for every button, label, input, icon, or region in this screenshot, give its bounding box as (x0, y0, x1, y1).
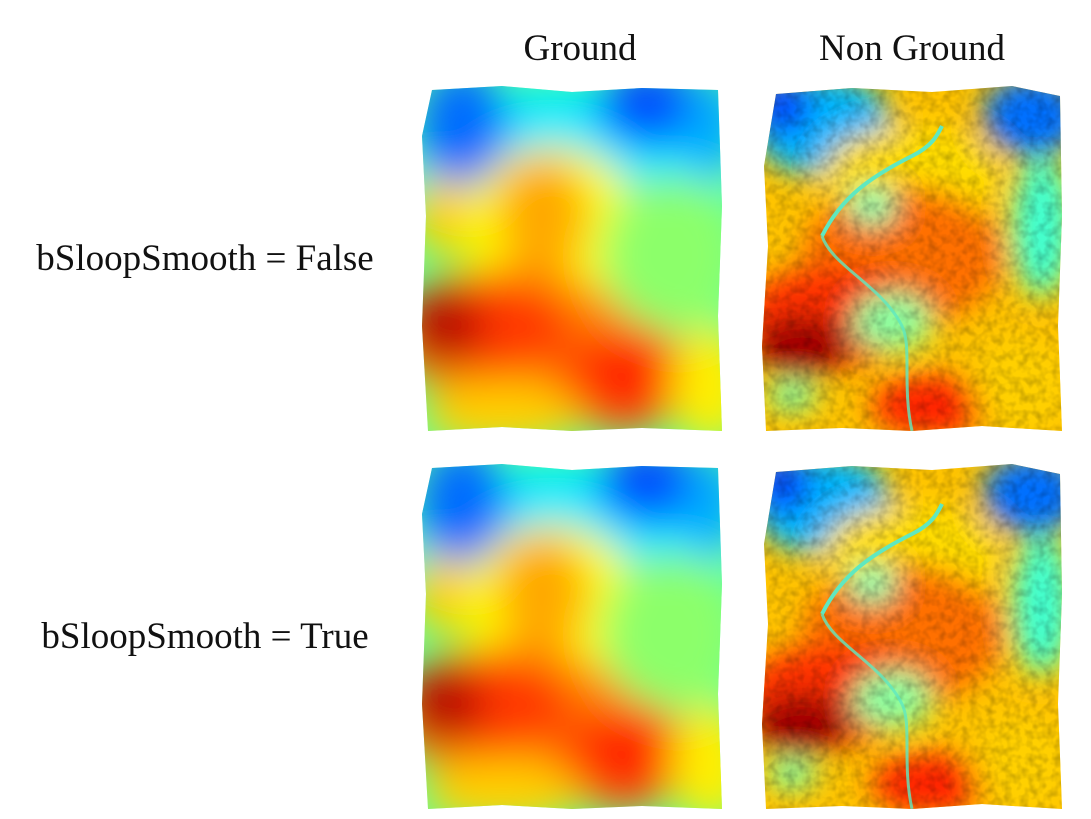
ground-elevation-map-true (422, 464, 722, 809)
row-label-false: bSloopSmooth = False (36, 238, 374, 279)
column-header-ground: Ground (523, 28, 637, 69)
column-header-non-ground: Non Ground (818, 28, 1005, 69)
ground-elevation-map-false (422, 86, 722, 431)
non-ground-point-cloud-true (762, 464, 1062, 809)
non-ground-point-cloud-false (762, 86, 1062, 431)
row-label-true: bSloopSmooth = True (41, 616, 369, 657)
